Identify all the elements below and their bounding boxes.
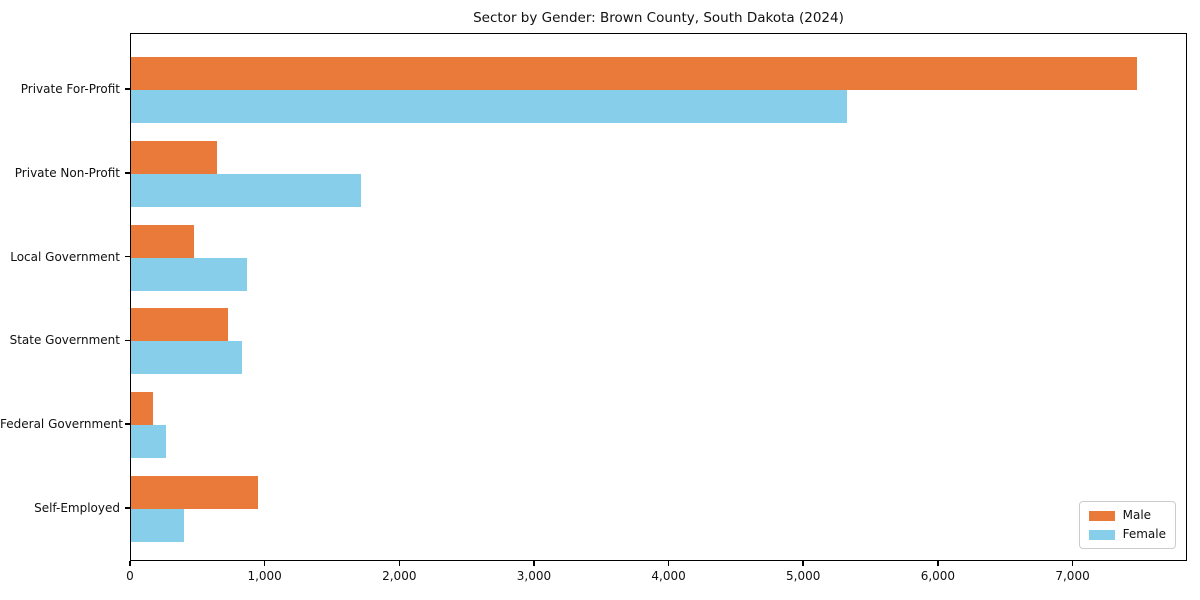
x-tick-label-1000: 1,000: [247, 569, 282, 583]
bar-male-local-government: [131, 224, 195, 258]
legend-item-male: Male: [1088, 508, 1166, 522]
x-tick-label-3000: 3,000: [516, 569, 552, 583]
bar-male-self-employed: [131, 476, 259, 509]
y-tick-mark: [125, 339, 130, 342]
y-tick-label-private-for-profit: Private For-Profit: [20, 82, 120, 96]
x-tick-label-6000: 6,000: [920, 569, 956, 583]
bar-female-state-government: [131, 341, 243, 375]
y-tick-label-self-employed: Self-Employed: [34, 501, 120, 515]
bar-male-federal-government: [131, 392, 153, 426]
bar-female-self-employed: [131, 509, 184, 542]
x-tick-mark: [667, 561, 670, 566]
x-tick-label-5000: 5,000: [786, 569, 821, 583]
bar-female-private-for-profit: [131, 90, 848, 123]
x-tick-mark: [263, 561, 266, 566]
y-tick-mark: [125, 172, 130, 174]
bar-male-private-for-profit: [131, 57, 1137, 90]
bar-male-private-non-profit: [131, 140, 217, 174]
bar-female-local-government: [131, 257, 248, 291]
x-tick-mark: [1071, 561, 1074, 566]
x-tick-mark: [129, 561, 131, 566]
x-tick-label-0: 0: [126, 569, 134, 583]
legend-swatch-female: [1088, 529, 1115, 540]
bar-female-federal-government: [131, 425, 166, 459]
y-tick-label-state-government: State Government: [9, 333, 120, 348]
bar-female-private-non-profit: [131, 173, 362, 207]
chart-title: Sector by Gender: Brown County, South Da…: [473, 10, 844, 26]
plot-area: Male Female: [130, 33, 1187, 561]
legend-swatch-male: [1088, 510, 1115, 521]
x-tick-mark: [937, 561, 939, 566]
y-tick-mark: [125, 88, 130, 90]
x-tick-label-7000: 7,000: [1055, 569, 1090, 583]
legend-item-female: Female: [1088, 527, 1166, 541]
bar-male-state-government: [131, 308, 228, 342]
legend: Male Female: [1078, 501, 1176, 549]
legend-label-female: Female: [1122, 527, 1166, 541]
y-tick-mark: [125, 423, 130, 425]
y-tick-label-federal-government: Federal Government: [0, 417, 123, 432]
y-tick-label-local-government: Local Government: [10, 249, 120, 264]
x-tick-mark: [398, 561, 401, 566]
x-tick-mark: [533, 561, 535, 566]
x-tick-label-4000: 4,000: [651, 569, 686, 583]
x-tick-label-2000: 2,000: [382, 569, 417, 583]
y-tick-mark: [125, 255, 130, 258]
y-tick-label-private-non-profit: Private Non-Profit: [14, 165, 120, 180]
legend-label-male: Male: [1122, 508, 1152, 522]
y-tick-mark: [125, 507, 130, 509]
x-tick-mark: [802, 561, 804, 566]
